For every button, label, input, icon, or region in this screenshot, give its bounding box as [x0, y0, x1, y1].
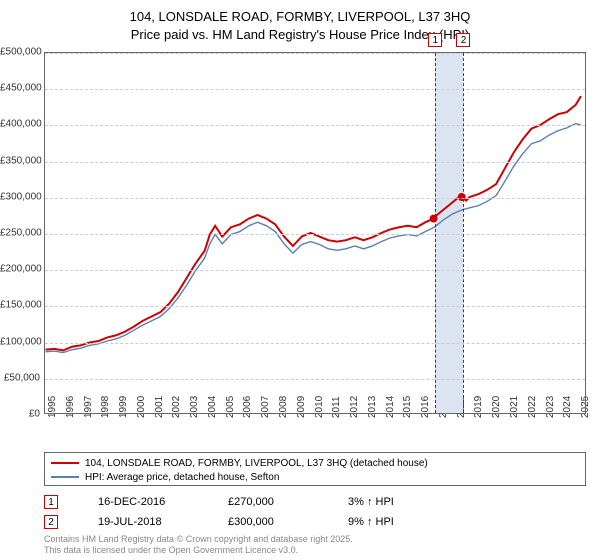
sale-row-delta: 9% ↑ HPI: [348, 516, 468, 528]
sale-row-price: £270,000: [228, 496, 348, 508]
sale-row: 2 19-JUL-2018£300,0009% ↑ HPI: [44, 512, 468, 532]
sale-row-price: £300,000: [228, 516, 348, 528]
legend-item: HPI: Average price, detached house, Seft…: [51, 470, 579, 484]
sale-marker-line: [463, 53, 464, 413]
legend-swatch: [51, 476, 79, 477]
sale-row-date: 16-DEC-2016: [98, 496, 228, 508]
ytick: £100,000: [0, 336, 40, 347]
ytick: £50,000: [0, 372, 40, 383]
sale-row-marker: 1: [44, 495, 58, 509]
ytick: £150,000: [0, 300, 40, 311]
ytick: £350,000: [0, 155, 40, 166]
chart-title: 104, LONSDALE ROAD, FORMBY, LIVERPOOL, L…: [0, 0, 600, 44]
ytick: £250,000: [0, 228, 40, 239]
sale-row-marker: 2: [44, 515, 58, 529]
ytick: £500,000: [0, 47, 40, 58]
chart-svg: [45, 53, 585, 413]
ytick: £450,000: [0, 83, 40, 94]
legend: 104, LONSDALE ROAD, FORMBY, LIVERPOOL, L…: [44, 452, 586, 486]
sale-marker-line: [435, 53, 436, 413]
copyright: Contains HM Land Registry data © Crown c…: [44, 534, 353, 556]
sale-marker-dot: [430, 215, 438, 223]
sale-row: 1 16-DEC-2016£270,0003% ↑ HPI: [44, 492, 468, 512]
legend-label: 104, LONSDALE ROAD, FORMBY, LIVERPOOL, L…: [85, 458, 428, 469]
series-line: [45, 96, 580, 350]
ytick: £400,000: [0, 119, 40, 130]
sale-row-delta: 3% ↑ HPI: [348, 496, 468, 508]
sales-table: 1 16-DEC-2016£270,0003% ↑ HPI 2 19-JUL-2018…: [44, 492, 468, 532]
sale-marker-label: 2: [456, 33, 470, 47]
ytick: £300,000: [0, 191, 40, 202]
chart-plot-area: 12: [44, 52, 586, 414]
series-line: [45, 124, 580, 353]
title-line2: Price paid vs. HM Land Registry's House …: [0, 26, 600, 44]
legend-item: 104, LONSDALE ROAD, FORMBY, LIVERPOOL, L…: [51, 456, 579, 470]
ytick: £200,000: [0, 264, 40, 275]
copyright-line1: Contains HM Land Registry data © Crown c…: [44, 534, 353, 545]
copyright-line2: This data is licensed under the Open Gov…: [44, 545, 353, 556]
legend-label: HPI: Average price, detached house, Seft…: [85, 472, 279, 483]
title-line1: 104, LONSDALE ROAD, FORMBY, LIVERPOOL, L…: [0, 8, 600, 26]
sale-row-date: 19-JUL-2018: [98, 516, 228, 528]
ytick: £0: [0, 409, 40, 420]
legend-swatch: [51, 462, 79, 464]
sale-marker-label: 1: [428, 33, 442, 47]
